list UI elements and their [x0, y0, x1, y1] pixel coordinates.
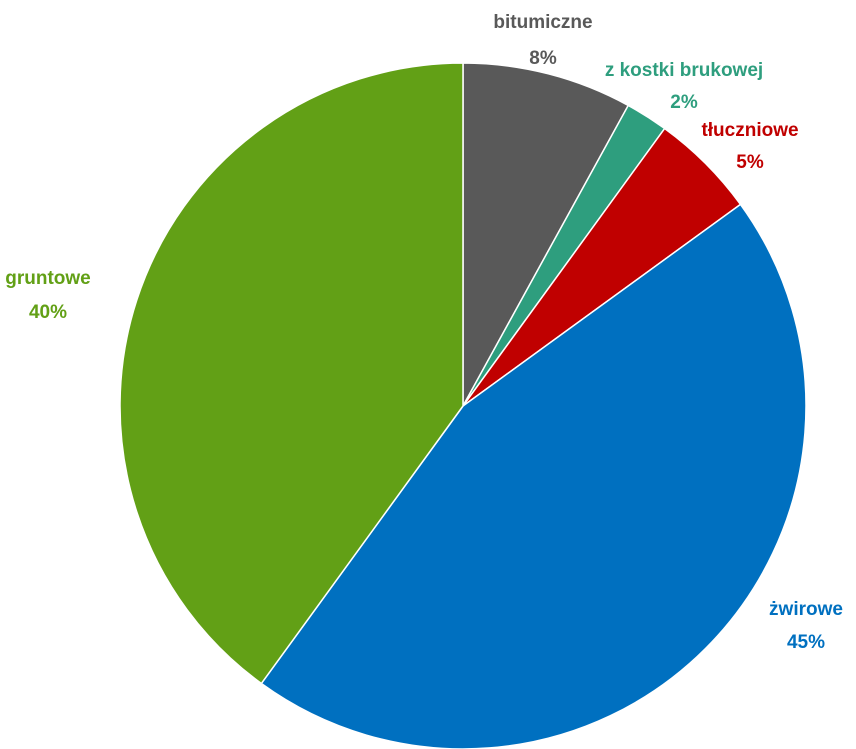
slice-label-1: z kostki brukowej	[605, 60, 763, 81]
pie-slices	[119, 62, 807, 749]
pie-slice-4	[119, 62, 464, 685]
slice-value-label-2: 5%	[736, 152, 764, 173]
slice-value-label-1: 2%	[670, 92, 698, 113]
slice-value-label-3: 45%	[787, 632, 825, 653]
slice-label-4: gruntowe	[5, 268, 91, 289]
slice-value-label-4: 40%	[29, 302, 67, 323]
slice-label-3: żwirowe	[769, 599, 843, 620]
slice-label-2: tłuczniowe	[701, 120, 798, 141]
slice-labels: bitumiczne 8% z kostki brukowej 2%tłuczniow…	[5, 12, 843, 653]
slice-label-0: bitumiczne	[493, 12, 592, 33]
slice-value-label-0: 8%	[529, 48, 557, 69]
pie-slice-0	[462, 62, 629, 407]
pie-slice-3	[260, 203, 807, 749]
